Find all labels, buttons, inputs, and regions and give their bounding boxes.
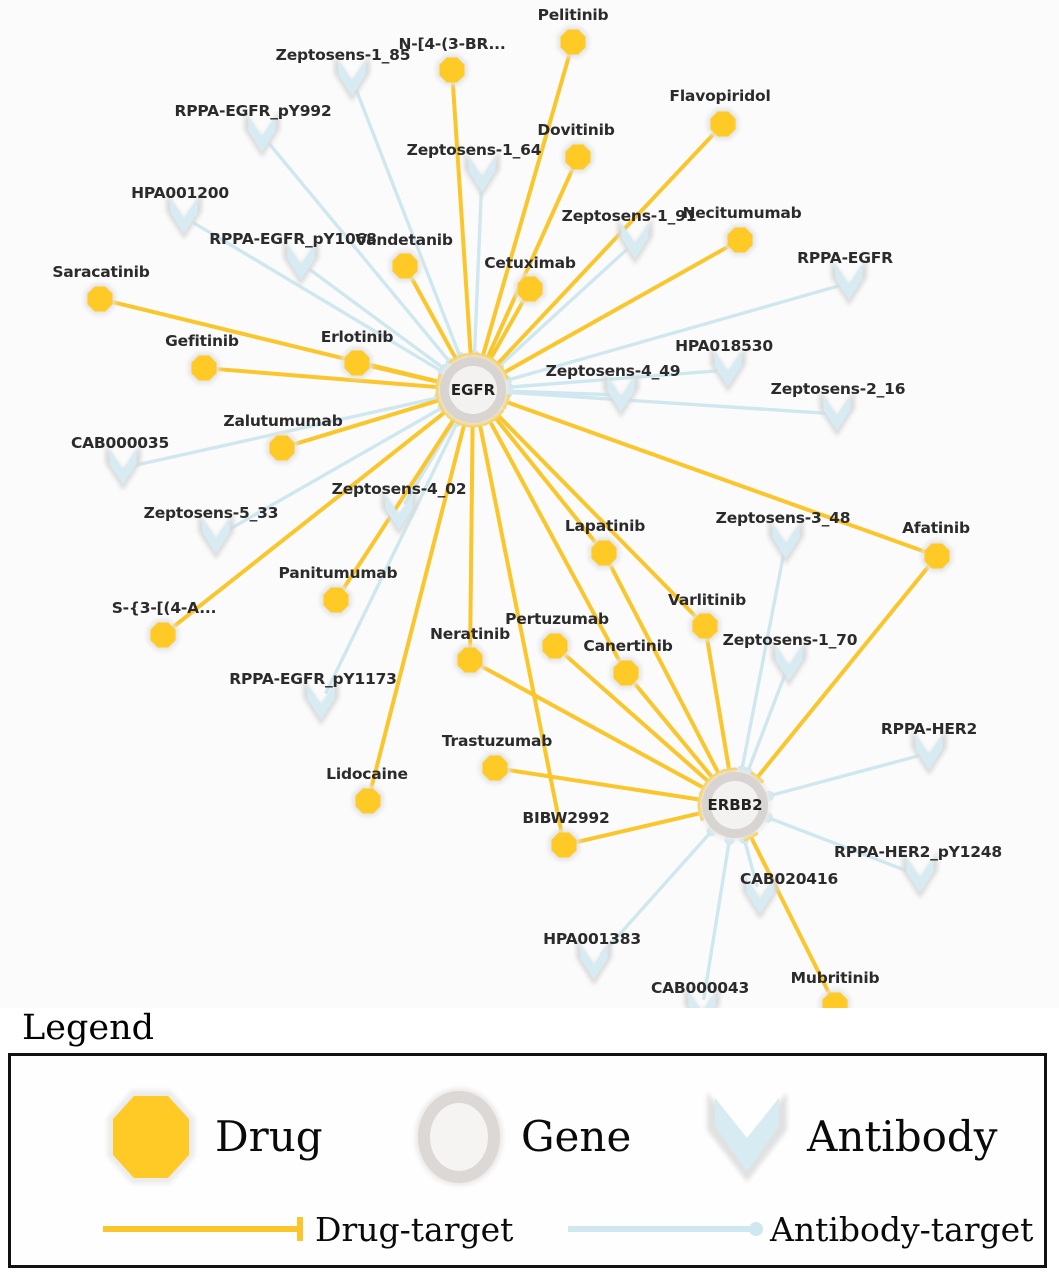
drug-node [562, 141, 594, 173]
gene-node [437, 354, 509, 426]
antibody-node [197, 512, 235, 560]
drug-node [147, 619, 179, 651]
legend-item-gene: Gene [411, 1084, 631, 1190]
drug-node [514, 273, 546, 305]
antibody-node [302, 678, 340, 726]
legend-item-drug: Drug [101, 1084, 323, 1190]
legend-node-row: Drug Gene Antibody [11, 1084, 1044, 1194]
gene-label: ERBB2 [707, 796, 763, 814]
drug-node [548, 829, 580, 861]
antibody-node [333, 54, 371, 102]
legend-label-antibody-target: Antibody-target [770, 1209, 1034, 1249]
drug-node [352, 785, 384, 817]
drug-edges-group [110, 52, 931, 996]
legend: Legend Drug Gene [0, 1008, 1059, 1280]
drug-node [707, 108, 739, 140]
antibody-node [380, 488, 418, 536]
drug-nodes-group [84, 26, 953, 1010]
antibody-node [770, 639, 808, 687]
drug-node [921, 540, 953, 572]
legend-title: Legend [22, 1008, 155, 1048]
gene-label: EGFR [450, 381, 496, 399]
antibody-node [709, 345, 747, 393]
drug-node [266, 432, 298, 464]
antibody-node [463, 150, 501, 198]
legend-label-gene: Gene [521, 1112, 632, 1161]
network-graph-svg [84, 26, 953, 1010]
legend-box: Drug Gene Antibody [8, 1053, 1047, 1268]
drug-node [819, 989, 851, 1010]
drug-node [557, 26, 589, 58]
drug-node [689, 610, 721, 642]
gene-nodes-group [437, 354, 771, 841]
legend-edge-row: Drug-target Antibody-target [11, 1208, 1044, 1264]
antibody-nodes-group [104, 54, 948, 1010]
antibody-node [282, 238, 320, 286]
legend-label-drug-target: Drug-target [315, 1209, 514, 1249]
drug-node [610, 657, 642, 689]
gene-node [699, 769, 771, 841]
drug-target-edge-icon [103, 1217, 303, 1241]
drug-node [588, 537, 620, 569]
antibody-edges-group [133, 88, 920, 1000]
antibody-node [830, 258, 868, 306]
drug-node [389, 250, 421, 282]
drug-node [436, 54, 468, 86]
antibody-node [767, 517, 805, 565]
antibody-node [243, 110, 281, 158]
ring-icon [415, 1088, 503, 1186]
drug-node [84, 283, 116, 315]
legend-label-drug: Drug [215, 1112, 323, 1161]
antibody-node [910, 728, 948, 776]
legend-item-antibody-target: Antibody-target [566, 1212, 1033, 1246]
drug-node [724, 224, 756, 256]
antibody-node [741, 872, 779, 920]
antibody-node [165, 192, 203, 240]
drug-node [341, 347, 373, 379]
legend-item-antibody: Antibody [701, 1084, 997, 1190]
antibody-target-edge-icon [568, 1222, 763, 1236]
octagon-icon [107, 1090, 195, 1184]
antibody-node [901, 851, 939, 899]
network-canvas[interactable]: N-[4-(3-BR... Pelitinib Flavopiridol Doviti… [0, 0, 1059, 1010]
drug-node [454, 644, 486, 676]
drug-node [188, 352, 220, 384]
antibody-node [818, 389, 856, 437]
drug-node [539, 630, 571, 662]
antibody-node [616, 217, 654, 265]
legend-label-antibody: Antibody [807, 1112, 998, 1161]
antibody-node [575, 938, 613, 986]
drug-node [320, 584, 352, 616]
legend-item-drug-target: Drug-target [101, 1212, 513, 1246]
antibody-node [602, 370, 640, 418]
antibody-node [683, 985, 721, 1010]
drug-node [479, 752, 511, 784]
chevron-down-icon [707, 1092, 787, 1182]
antibody-node [104, 443, 142, 491]
